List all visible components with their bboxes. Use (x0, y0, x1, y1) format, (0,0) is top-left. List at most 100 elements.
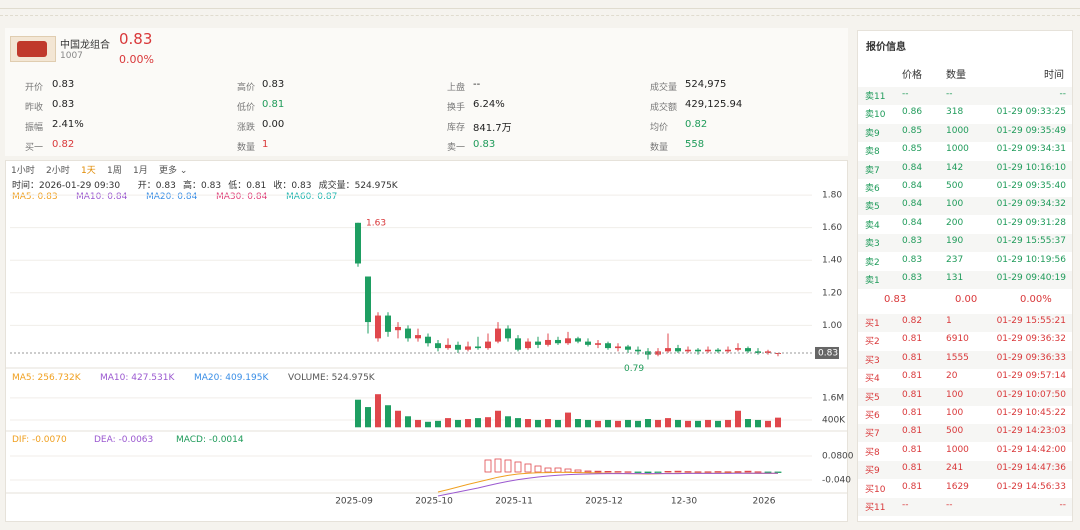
legend-text: MA10: 427.531K (100, 373, 175, 383)
row-time: 01-29 09:33:25 (996, 107, 1066, 118)
row-qty: 100 (946, 199, 964, 210)
info-text: 低：0.81 (228, 181, 267, 191)
info-text: 成交量：524.975K (318, 181, 398, 191)
row-qty: 100 (946, 408, 964, 418)
stock-price: 0.83 (119, 30, 153, 48)
legend-text: MA20: 0.84 (146, 192, 198, 202)
time-tab[interactable]: 1月 (133, 166, 148, 176)
row-label: 卖4 (865, 220, 880, 231)
row-price: 0.84 (902, 162, 923, 173)
row-qty: 318 (946, 107, 964, 118)
row-time: 01-29 09:31:28 (996, 217, 1066, 228)
row-bg (858, 461, 1072, 480)
legend-text: MA5: 0.83 (12, 192, 58, 202)
row-price: 0.81 (902, 444, 923, 455)
row-price: 0.81 (902, 408, 923, 418)
row-label: 买11 (865, 503, 886, 513)
row-time: 01-29 14:42:00 (996, 444, 1066, 455)
row-bg (858, 87, 1072, 105)
row-bg (858, 424, 1072, 443)
row-qty: 142 (946, 162, 964, 173)
row-price: 0.84 (902, 217, 923, 228)
stat-label: 换手 (447, 103, 466, 113)
row-price: 0.81 (902, 481, 923, 492)
stat-label: 数量 (650, 143, 669, 153)
row-price: 0.84 (902, 199, 923, 210)
row-qty: 237 (946, 254, 964, 265)
stat-label: 卖一 (447, 143, 466, 153)
row-time: 01-29 09:57:14 (996, 371, 1066, 382)
info-text: 时间：2026-01-29 09:30 (12, 181, 121, 191)
row-time: 01-29 09:35:49 (996, 125, 1066, 136)
row-qty: 190 (946, 236, 964, 247)
row-time: 01-29 09:35:40 (996, 181, 1066, 191)
time-tab[interactable]: 1天 (81, 166, 96, 176)
row-qty: 1629 (946, 481, 969, 492)
row-qty: 1000 (946, 144, 969, 155)
legend-text: DEA: -0.0063 (94, 435, 154, 445)
row-qty: 1555 (946, 352, 969, 363)
stat-value: 2.41% (52, 119, 84, 130)
stat-label: 涨跌 (237, 123, 256, 133)
stat-value: 524,975 (685, 79, 727, 90)
row-label: 买1 (865, 319, 880, 329)
row-price: 0.81 (902, 389, 923, 400)
order-book-title: 报价信息 (866, 42, 906, 53)
row-label: 卖2 (865, 257, 880, 268)
row-price: 0.85 (902, 125, 923, 136)
time-tab[interactable]: 1小时 (11, 166, 35, 176)
legend-text: MA10: 0.84 (76, 192, 128, 202)
stat-label: 买一 (25, 143, 44, 153)
row-time: 01-29 15:55:37 (996, 236, 1066, 247)
row-qty: 500 (946, 426, 964, 437)
stat-label: 成交量 (650, 83, 678, 93)
row-bg (858, 197, 1072, 216)
legend-text: MA60: 0.87 (286, 192, 338, 202)
row-time: 01-29 09:34:31 (996, 144, 1066, 155)
row-time: 01-29 14:23:03 (996, 426, 1066, 437)
row-price: 0.81 (902, 463, 923, 474)
header-panel (5, 28, 848, 156)
stat-value: 0.81 (262, 99, 285, 110)
row-qty: 500 (946, 181, 964, 191)
row-time: 01-29 10:45:22 (996, 408, 1066, 418)
stat-value: 6.24% (473, 99, 505, 110)
row-price: 0.81 (902, 371, 923, 382)
row-time: 01-29 14:56:33 (996, 481, 1066, 492)
row-time: 01-29 10:07:50 (996, 389, 1066, 400)
legend-text: MA30: 0.84 (216, 192, 268, 202)
mid-value: 0.00 (955, 294, 978, 305)
row-price: 0.86 (902, 107, 923, 118)
stat-value: 0.82 (52, 139, 75, 150)
row-qty: -- (946, 89, 953, 99)
stat-value: 0.83 (473, 139, 496, 150)
row-label: 卖6 (865, 184, 880, 194)
stat-label: 均价 (650, 123, 669, 133)
col-head: 价格 (902, 70, 922, 81)
stat-value: -- (473, 79, 481, 90)
stat-value: 0.00 (262, 119, 285, 130)
time-tab[interactable]: 1周 (107, 166, 122, 176)
row-qty: 20 (946, 371, 958, 382)
time-tab[interactable]: 更多 ⌄ (159, 166, 188, 176)
top-border (0, 8, 1080, 16)
row-label: 卖1 (865, 276, 880, 286)
row-qty: 131 (946, 273, 964, 283)
row-qty: 1 (946, 316, 952, 326)
col-head: 时间 (1044, 70, 1064, 81)
legend-text: MA5: 256.732K (12, 373, 81, 383)
row-label: 卖3 (865, 239, 880, 250)
row-qty: 200 (946, 217, 964, 228)
row-label: 卖11 (865, 92, 886, 102)
time-tab[interactable]: 2小时 (46, 166, 70, 176)
stat-label: 开价 (25, 83, 44, 93)
row-price: 0.81 (902, 426, 923, 437)
row-bg (858, 271, 1072, 289)
mid-value: 0.83 (884, 294, 907, 305)
row-label: 买9 (865, 466, 880, 477)
legend-text: MA20: 409.195K (194, 373, 269, 383)
mid-value: 0.00% (1020, 294, 1052, 305)
row-qty: 100 (946, 389, 964, 400)
stat-label: 数量 (237, 143, 256, 153)
logo (10, 36, 56, 62)
